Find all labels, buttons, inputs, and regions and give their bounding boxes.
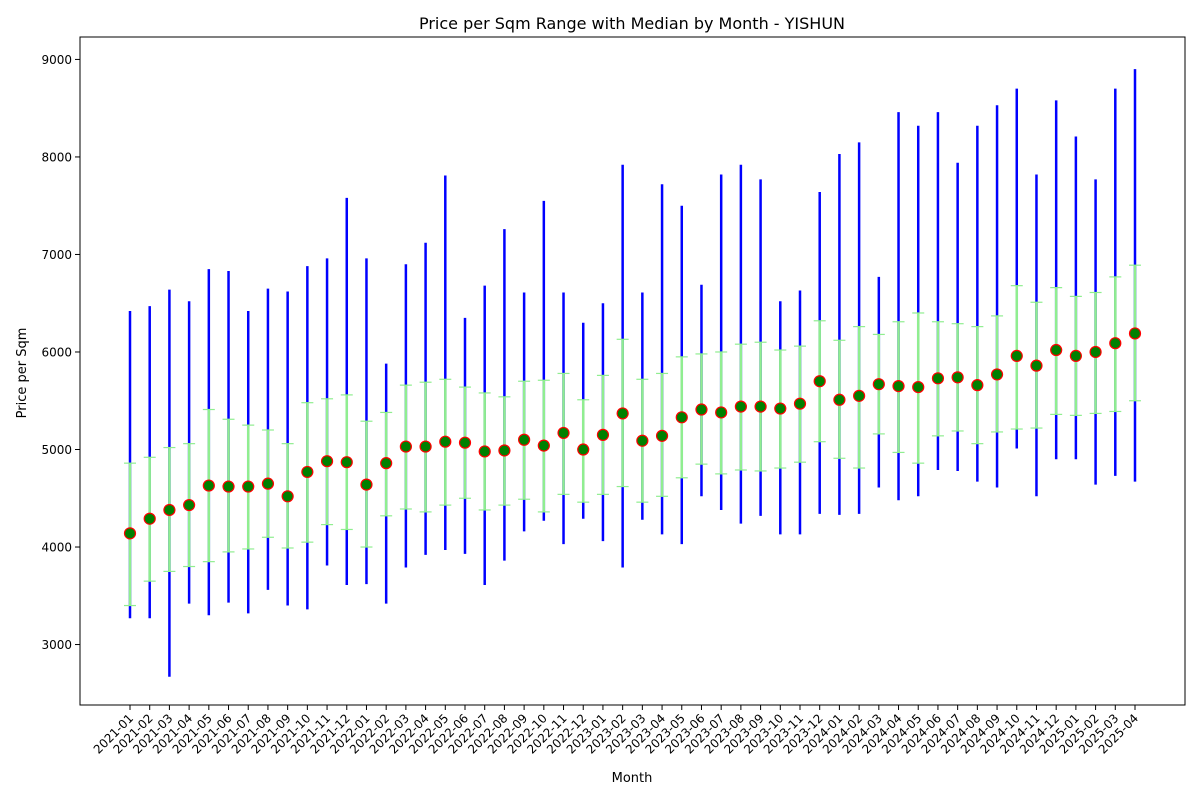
median-point: [360, 478, 373, 491]
y-tick-label: 9000: [41, 53, 72, 67]
median-point: [163, 503, 176, 517]
median-point: [990, 368, 1004, 381]
y-axis-ticks: 3000 4000 5000 6000 7000 8000 9000: [41, 53, 80, 652]
median-point: [399, 440, 412, 453]
median-point: [419, 440, 432, 453]
median-point: [301, 465, 314, 479]
x-axis-label: Month: [612, 771, 653, 786]
median-point: [853, 389, 866, 402]
y-tick-label: 6000: [41, 345, 72, 359]
median-point: [675, 411, 688, 424]
median-point: [793, 397, 807, 410]
median-point: [636, 434, 649, 447]
median-point: [655, 429, 669, 442]
median-point: [1030, 359, 1043, 372]
median-point: [340, 456, 353, 469]
y-axis-label: Price per Sqm: [15, 328, 30, 419]
median-point: [281, 490, 294, 503]
median-point: [202, 479, 215, 492]
median-point: [261, 477, 275, 490]
y-tick-label: 8000: [41, 150, 72, 164]
median-point: [872, 378, 885, 391]
median-point: [1109, 337, 1122, 350]
median-point: [458, 436, 472, 449]
median-point: [715, 406, 728, 419]
median-point: [439, 435, 452, 448]
median-point: [971, 379, 984, 392]
median-point: [931, 372, 945, 385]
median-point: [912, 380, 925, 394]
median-point: [754, 400, 767, 413]
median-point: [1050, 343, 1063, 357]
median-point: [734, 400, 747, 413]
y-tick-label: 3000: [41, 638, 72, 652]
median-point: [951, 371, 964, 384]
median-point: [1089, 345, 1102, 359]
median-point: [143, 512, 156, 525]
y-tick-label: 7000: [41, 248, 72, 262]
chart-marks: [123, 69, 1142, 677]
chart-title: Price per Sqm Range with Median by Month…: [419, 14, 845, 33]
median-point: [123, 527, 137, 540]
median-point: [478, 445, 491, 458]
y-tick-label: 4000: [41, 541, 72, 555]
median-point: [242, 480, 255, 493]
median-point: [498, 444, 511, 457]
x-axis-ticks: 2021-012021-022021-032021-042021-052021-…: [91, 705, 1141, 757]
median-point: [518, 433, 531, 446]
median-point: [1010, 349, 1023, 362]
y-tick-label: 5000: [41, 443, 72, 457]
median-point: [537, 439, 550, 452]
median-point: [695, 403, 708, 416]
median-point: [222, 480, 235, 493]
median-point: [1128, 327, 1142, 340]
median-point: [813, 375, 826, 388]
median-point: [577, 443, 590, 456]
median-point: [616, 407, 629, 420]
median-point: [380, 457, 393, 470]
median-point: [596, 428, 610, 441]
median-point: [320, 455, 334, 468]
median-point: [557, 426, 570, 440]
median-point: [833, 393, 846, 406]
median-point: [892, 380, 905, 393]
median-point: [183, 498, 196, 512]
median-point: [1069, 349, 1082, 362]
median-point: [774, 402, 787, 415]
plot-area-frame: [79, 36, 1186, 706]
